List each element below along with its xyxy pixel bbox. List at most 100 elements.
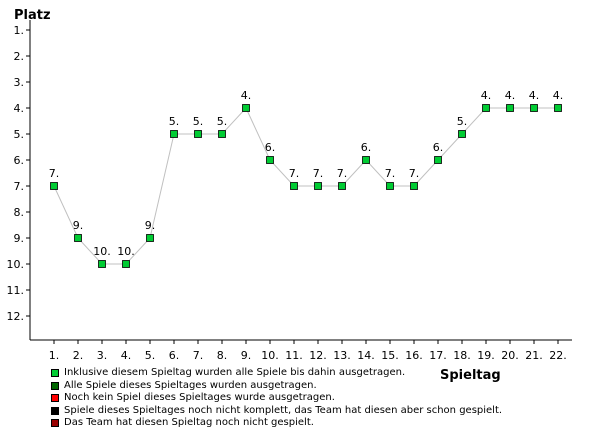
legend-label: Inklusive diesem Spieltag wurden alle Sp…: [64, 367, 406, 378]
y-tick-label: 12.: [7, 310, 25, 323]
legend: Inklusive diesem Spieltag wurden alle Sp…: [51, 367, 502, 430]
data-label: 7.: [385, 167, 396, 180]
y-tick-label: 4.: [14, 102, 25, 115]
data-point: [146, 234, 154, 242]
legend-swatch: [51, 381, 59, 390]
x-tick-label: 16.: [405, 349, 423, 362]
x-tick-label: 20.: [501, 349, 519, 362]
y-tick-label: 3.: [14, 76, 25, 89]
legend-item: Alle Spiele dieses Spieltages wurden aus…: [51, 380, 502, 393]
data-point: [122, 260, 130, 268]
legend-item: Noch kein Spiel dieses Spieltages wurde …: [51, 392, 502, 405]
x-tick-label: 7.: [193, 349, 204, 362]
y-axis-title: Platz: [14, 8, 51, 23]
x-tick-label: 13.: [333, 349, 351, 362]
x-tick-label: 18.: [453, 349, 471, 362]
x-tick-label: 17.: [429, 349, 447, 362]
data-point: [386, 182, 394, 190]
legend-item: Spiele dieses Spieltages noch nicht komp…: [51, 405, 502, 418]
data-point: [194, 130, 202, 138]
x-tick-label: 8.: [217, 349, 228, 362]
x-tick-label: 22.: [549, 349, 567, 362]
data-label: 7.: [337, 167, 348, 180]
chart-axes: [29, 20, 572, 341]
data-point: [362, 156, 370, 164]
data-label: 4.: [481, 89, 492, 102]
x-tick-label: 10.: [261, 349, 279, 362]
data-point: [458, 130, 466, 138]
data-label: 4.: [505, 89, 516, 102]
data-point: [50, 182, 58, 190]
legend-label: Spiele dieses Spieltages noch nicht komp…: [64, 404, 503, 416]
legend-label: Alle Spiele dieses Spieltages wurden aus…: [64, 379, 317, 391]
data-point: [170, 130, 178, 138]
data-point: [338, 182, 346, 190]
legend-swatch: [51, 419, 59, 428]
data-label: 5.: [169, 115, 180, 128]
data-point: [554, 104, 562, 112]
data-point: [74, 234, 82, 242]
data-label: 7.: [313, 167, 324, 180]
data-label: 5.: [193, 115, 204, 128]
x-tick-label: 6.: [169, 349, 180, 362]
y-tick-label: 7.: [14, 180, 25, 193]
data-point: [266, 156, 274, 164]
data-label: 4.: [553, 89, 564, 102]
y-tick-label: 1.: [14, 24, 25, 37]
x-tick-label: 14.: [357, 349, 375, 362]
x-tick-label: 12.: [309, 349, 327, 362]
x-axis-title: Spieltag: [440, 368, 501, 383]
series-group: 7. 9. 10. 10. 9. 5. 5. 5. 4. 6. 7. 7. 7. 6. 7. 7. 6. 5. 4.…: [49, 89, 564, 268]
data-label: 7.: [289, 167, 300, 180]
data-label: 10.: [93, 245, 111, 258]
x-tick-label: 2.: [73, 349, 84, 362]
data-label: 9.: [73, 219, 84, 232]
legend-item: Inklusive diesem Spieltag wurden alle Sp…: [51, 367, 502, 380]
data-label: 6.: [265, 141, 276, 154]
legend-swatch: [51, 406, 59, 415]
data-point: [98, 260, 106, 268]
y-tick-label: 6.: [14, 154, 25, 167]
x-tick-label: 4.: [121, 349, 132, 362]
y-tick-label: 5.: [14, 128, 25, 141]
data-point: [314, 182, 322, 190]
legend-label: Das Team hat diesen Spieltag noch nicht …: [64, 417, 314, 428]
data-point: [506, 104, 514, 112]
x-tick-label: 11.: [285, 349, 303, 362]
y-tick-label: 2.: [14, 50, 25, 63]
legend-item: Das Team hat diesen Spieltag noch nicht …: [51, 417, 502, 430]
data-label: 9.: [145, 219, 156, 232]
data-label: 7.: [409, 167, 420, 180]
data-point: [218, 130, 226, 138]
data-label: 6.: [361, 141, 372, 154]
x-axis-ticks: 1. 2. 3. 4. 5. 6. 7. 8. 9. 10. 11. 12. 13. 14. 15. 16. 1…: [49, 340, 567, 362]
data-point: [530, 104, 538, 112]
y-tick-label: 9.: [14, 232, 25, 245]
legend-swatch: [51, 394, 59, 403]
data-label: 6.: [433, 141, 444, 154]
data-label: 7.: [49, 167, 60, 180]
legend-label: Noch kein Spiel dieses Spieltages wurde …: [64, 392, 335, 403]
y-axis-ticks: 1. 2. 3. 4. 5. 6. 7. 8. 9. 10. 11. 12.: [7, 24, 30, 323]
x-tick-label: 1.: [49, 349, 60, 362]
x-tick-label: 5.: [145, 349, 156, 362]
y-tick-label: 10.: [7, 258, 25, 271]
data-label: 4.: [529, 89, 540, 102]
data-point: [482, 104, 490, 112]
x-tick-label: 19.: [477, 349, 495, 362]
x-tick-label: 9.: [241, 349, 252, 362]
data-point: [242, 104, 250, 112]
data-point: [290, 182, 298, 190]
data-point: [410, 182, 418, 190]
data-label: 4.: [241, 89, 252, 102]
legend-swatch: [51, 369, 59, 378]
series-line: [53, 107, 558, 265]
x-tick-label: 21.: [525, 349, 543, 362]
data-label: 5.: [457, 115, 468, 128]
data-point: [434, 156, 442, 164]
data-label: 10.: [117, 245, 135, 258]
data-label: 5.: [217, 115, 228, 128]
x-tick-label: 15.: [381, 349, 399, 362]
y-tick-label: 11.: [7, 284, 25, 297]
